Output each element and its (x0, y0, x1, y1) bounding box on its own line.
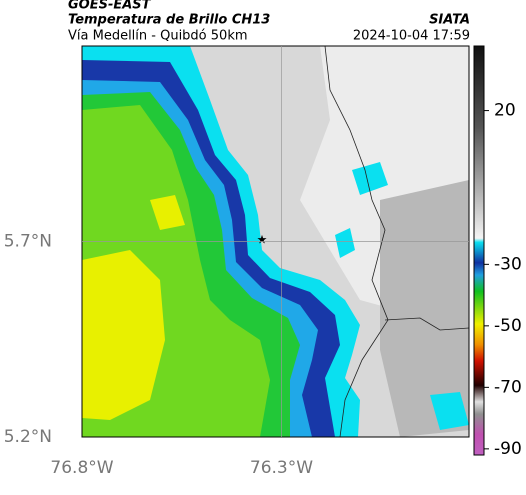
colorbar (473, 45, 485, 456)
title: Temperatura de Brillo CH13 (68, 13, 270, 28)
colorbar-tick-label: -50 (494, 316, 522, 336)
colorbar-tick-label: -30 (494, 254, 522, 274)
colorbar-tick-label: -70 (494, 377, 522, 397)
colorbar-tick-label: -90 (494, 439, 522, 459)
colorbar-tick-label: 20 (494, 101, 516, 121)
y-tick-label: 5.2°N (4, 427, 52, 447)
y-tick-label: 5.7°N (4, 232, 52, 252)
org: SIATA (429, 13, 470, 28)
location-marker: ★ (257, 233, 268, 247)
x-tick-label: 76.8°W (50, 458, 113, 478)
subtitle: Vía Medellín - Quibdó 50km (68, 29, 248, 44)
source: GOES-EAST (68, 0, 152, 13)
map-image: ★ (82, 46, 469, 437)
timestamp: 2024-10-04 17:59 (353, 29, 470, 44)
x-tick-label: 76.3°W (250, 458, 313, 478)
